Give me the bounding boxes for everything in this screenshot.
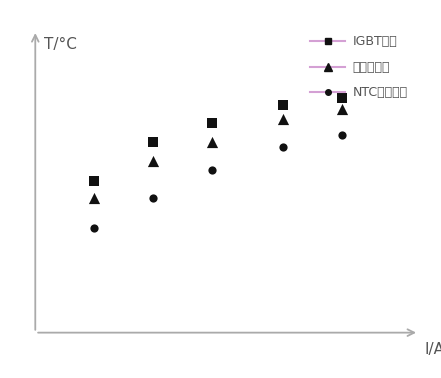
Point	[280, 116, 287, 122]
Point	[280, 102, 287, 108]
Text: T/°C: T/°C	[44, 37, 77, 52]
Point	[339, 94, 346, 101]
Point	[150, 139, 157, 145]
Point	[209, 167, 216, 173]
Point	[91, 225, 98, 231]
Point	[280, 144, 287, 150]
Point	[339, 106, 346, 112]
Point	[209, 139, 216, 145]
Point	[150, 158, 157, 164]
Text: I/A: I/A	[425, 342, 441, 357]
Legend: IGBT芯片, 二极管芯片, NTC热敏电阳: IGBT芯片, 二极管芯片, NTC热敏电阳	[305, 31, 413, 104]
Point	[339, 132, 346, 138]
Point	[209, 120, 216, 126]
Point	[91, 195, 98, 201]
Point	[91, 178, 98, 184]
Point	[150, 195, 157, 201]
